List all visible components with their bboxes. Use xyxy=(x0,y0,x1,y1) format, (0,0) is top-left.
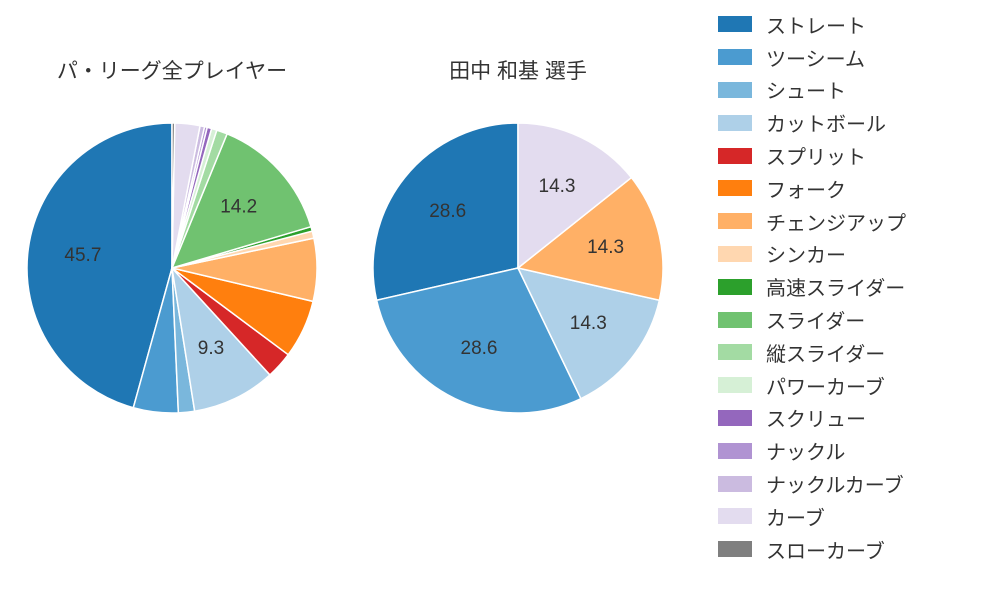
legend-label: ツーシーム xyxy=(766,43,865,72)
chart-title-league: パ・リーグ全プレイヤー xyxy=(57,60,287,83)
legend-label: ストレート xyxy=(766,10,866,39)
legend-label: パワーカーブ xyxy=(766,371,885,400)
legend-label: スプリット xyxy=(766,141,866,170)
legend-swatch xyxy=(718,508,752,524)
legend-label: スライダー xyxy=(766,305,865,334)
legend-label: フォーク xyxy=(766,174,846,203)
legend-label: スローカーブ xyxy=(766,535,885,564)
legend-item: シュート xyxy=(712,74,982,107)
legend-item: チェンジアップ xyxy=(712,205,982,238)
legend-item: シンカー xyxy=(712,238,982,271)
slice-label: 28.6 xyxy=(429,201,466,222)
legend-swatch xyxy=(718,312,752,328)
slice-label: 14.3 xyxy=(570,313,607,334)
legend-item: スライダー xyxy=(712,303,982,336)
legend-item: カーブ xyxy=(712,500,982,533)
legend-swatch xyxy=(718,82,752,98)
legend-label: チェンジアップ xyxy=(766,207,906,236)
chart-container: { "layout": { "width": 1000, "height": 6… xyxy=(0,0,1000,600)
legend-item: 縦スライダー xyxy=(712,336,982,369)
slice-label: 14.2 xyxy=(220,197,257,218)
legend-item: パワーカーブ xyxy=(712,369,982,402)
legend-item: スクリュー xyxy=(712,402,982,435)
legend-swatch xyxy=(718,49,752,65)
slice-label: 14.3 xyxy=(539,176,576,197)
legend-item: フォーク xyxy=(712,172,982,205)
legend-label: カットボール xyxy=(766,108,886,137)
slice-label: 9.3 xyxy=(198,338,224,359)
legend-swatch xyxy=(718,443,752,459)
slice-label: 45.7 xyxy=(64,245,101,266)
legend-swatch xyxy=(718,541,752,557)
legend-item: スローカーブ xyxy=(712,533,982,566)
legend-label: カーブ xyxy=(766,502,825,531)
legend-swatch xyxy=(718,115,752,131)
legend-item: ナックルカーブ xyxy=(712,467,982,500)
legend-swatch xyxy=(718,148,752,164)
legend-swatch xyxy=(718,279,752,295)
legend-swatch xyxy=(718,246,752,262)
legend-label: ナックルカーブ xyxy=(766,469,904,498)
legend-swatch xyxy=(718,213,752,229)
legend-swatch xyxy=(718,344,752,360)
legend-swatch xyxy=(718,410,752,426)
legend-item: ストレート xyxy=(712,8,982,41)
legend-item: ナックル xyxy=(712,434,982,467)
legend-swatch xyxy=(718,180,752,196)
legend-swatch xyxy=(718,476,752,492)
legend: ストレートツーシームシュートカットボールスプリットフォークチェンジアップシンカー… xyxy=(712,8,982,566)
legend-item: スプリット xyxy=(712,139,982,172)
slice-label: 28.6 xyxy=(461,338,498,359)
legend-swatch xyxy=(718,16,752,32)
legend-label: シンカー xyxy=(766,239,846,268)
slice-label: 14.3 xyxy=(587,237,624,258)
chart-title-player: 田中 和基 選手 xyxy=(449,60,587,83)
legend-swatch xyxy=(718,377,752,393)
legend-label: 高速スライダー xyxy=(766,272,905,301)
legend-label: 縦スライダー xyxy=(766,338,885,367)
legend-label: シュート xyxy=(766,75,846,104)
legend-label: ナックル xyxy=(766,436,845,465)
legend-item: カットボール xyxy=(712,106,982,139)
legend-label: スクリュー xyxy=(766,403,866,432)
legend-item: 高速スライダー xyxy=(712,270,982,303)
legend-item: ツーシーム xyxy=(712,41,982,74)
